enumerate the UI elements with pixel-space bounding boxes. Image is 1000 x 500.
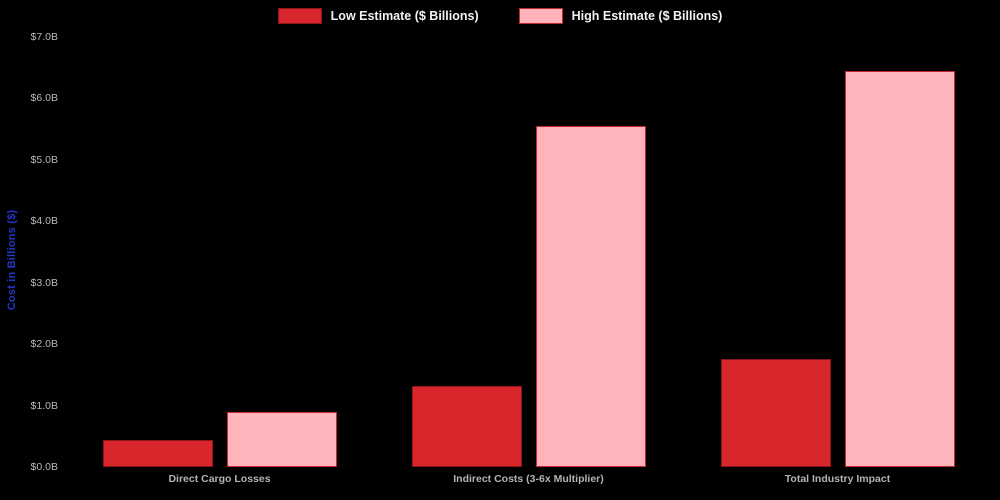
y-tick-label: $7.0B xyxy=(30,31,58,43)
bar-high-estimate[interactable] xyxy=(844,70,955,467)
y-tick-label: $3.0B xyxy=(30,276,58,289)
legend-label-high: High Estimate ($ Billions) xyxy=(571,9,723,23)
y-axis-title: Cost in Billions ($) xyxy=(6,209,18,311)
x-category-label: Total Industry Impact xyxy=(784,473,891,485)
y-tick-label: $0.0B xyxy=(30,461,58,473)
bar-low-estimate[interactable] xyxy=(411,385,522,467)
legend: Low Estimate ($ Billions) High Estimate … xyxy=(0,8,1000,24)
bar-group: Direct Cargo Losses xyxy=(102,37,337,485)
x-category-label: Direct Cargo Losses xyxy=(168,473,271,485)
bar-group: Indirect Costs (3-6x Multiplier) xyxy=(411,37,646,485)
bar-group: Total Industry Impact xyxy=(720,37,955,485)
y-tick-label: $2.0B xyxy=(30,338,58,351)
legend-label-low: Low Estimate ($ Billions) xyxy=(330,9,479,23)
bar-high-estimate[interactable] xyxy=(226,411,337,467)
y-tick-label: $4.0B xyxy=(30,215,58,228)
legend-item-low-estimate[interactable]: Low Estimate ($ Billions) xyxy=(277,8,479,24)
y-tick-label: $5.0B xyxy=(30,153,58,166)
bar-high-estimate[interactable] xyxy=(535,126,646,467)
legend-item-high-estimate[interactable]: High Estimate ($ Billions) xyxy=(518,8,723,24)
y-tick-label: $6.0B xyxy=(30,92,58,105)
legend-swatch-high-icon xyxy=(518,8,563,24)
y-tick-label: $1.0B xyxy=(30,399,58,412)
bar-low-estimate[interactable] xyxy=(720,358,831,467)
plot-area: $0.0B $1.0B $2.0B $3.0B $4.0B $5.0B $6.0B $7.0B… xyxy=(31,31,992,485)
bar-low-estimate[interactable] xyxy=(102,439,213,467)
legend-swatch-low-icon xyxy=(277,8,322,24)
bar-groups: Direct Cargo Losses Indirect Costs (3-6x … xyxy=(65,37,992,485)
x-category-label: Indirect Costs (3-6x Multiplier) xyxy=(453,473,604,485)
